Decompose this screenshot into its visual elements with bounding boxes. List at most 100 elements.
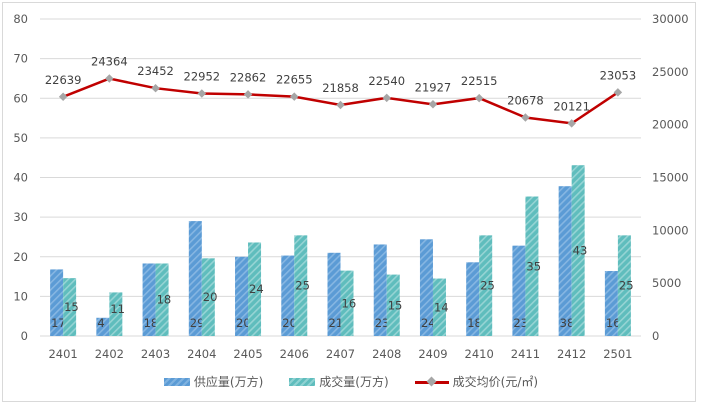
- x-tick: 2404: [187, 347, 216, 361]
- data-label-deal: 25: [480, 279, 495, 293]
- data-label-supply: 20: [282, 316, 297, 330]
- data-label-deal: 18: [157, 293, 172, 307]
- data-label-supply: 4: [97, 316, 104, 330]
- bar-supply: [235, 256, 249, 336]
- price-marker: [58, 92, 68, 102]
- legend-swatch-supply: [163, 377, 190, 386]
- bar-supply: [281, 255, 295, 336]
- price-label: 23452: [137, 64, 174, 78]
- bar-deal: [571, 165, 585, 336]
- price-marker: [151, 83, 160, 93]
- data-label-deal: 43: [573, 244, 588, 258]
- price-marker: [105, 74, 114, 83]
- price-label: 24364: [91, 55, 128, 69]
- bar-deal: [294, 235, 308, 336]
- data-label-deal: 25: [295, 279, 310, 293]
- bar-supply: [466, 262, 480, 336]
- data-label-deal: 24: [249, 282, 264, 296]
- y-right-tick: 15000: [652, 171, 689, 185]
- bar-deal: [617, 235, 631, 336]
- bar-deal: [63, 278, 77, 336]
- legend-supply: 供应量(万方): [163, 373, 264, 390]
- x-tick: 2501: [603, 347, 632, 361]
- y-left-tick: 10: [13, 289, 28, 303]
- y-left-tick: 30: [13, 210, 28, 224]
- data-label-supply: 17: [51, 316, 66, 330]
- data-label-supply: 16: [606, 316, 621, 330]
- bar-deal: [155, 263, 169, 336]
- legend-label-supply: 供应量(万方): [193, 375, 264, 389]
- data-label-supply: 24: [421, 316, 436, 330]
- bar-supply: [327, 252, 341, 336]
- data-label-supply: 18: [144, 316, 159, 330]
- data-label-supply: 23: [513, 316, 528, 330]
- legend-swatch-deal: [289, 377, 316, 386]
- data-label-deal: 16: [342, 296, 357, 310]
- x-tick: 2405: [233, 347, 262, 361]
- y-left-tick: 60: [13, 91, 28, 105]
- data-label-supply: 21: [329, 316, 344, 330]
- x-tick: 2401: [48, 347, 77, 361]
- y-right-tick: 10000: [652, 223, 689, 237]
- price-marker: [382, 93, 391, 103]
- price-label: 22515: [461, 74, 498, 88]
- price-label: 23053: [600, 68, 637, 82]
- bar-deal: [201, 258, 215, 336]
- y-left-tick: 80: [13, 12, 28, 26]
- data-label-deal: 15: [64, 300, 79, 314]
- x-tick: 2407: [326, 347, 355, 361]
- data-label-deal: 11: [110, 302, 125, 316]
- x-tick: 2406: [280, 347, 309, 361]
- x-tick: 2412: [557, 347, 586, 361]
- legend-label-price: 成交均价(元/㎡): [452, 375, 539, 389]
- legend-label-deal: 成交量(万方): [319, 375, 389, 389]
- bar-supply: [512, 245, 526, 336]
- bar-supply: [604, 271, 618, 336]
- price-marker: [428, 100, 438, 109]
- x-tick: 2409: [418, 347, 447, 361]
- bar-supply: [419, 239, 433, 336]
- price-label: 20121: [553, 99, 590, 113]
- bar-deal: [248, 242, 262, 336]
- bar-supply: [96, 317, 110, 336]
- bar-supply: [373, 244, 387, 336]
- bar-deal: [386, 274, 400, 336]
- x-tick: 2408: [372, 347, 401, 361]
- bar-supply: [142, 263, 156, 336]
- y-left-tick: 50: [13, 131, 28, 145]
- bar-deal: [432, 278, 446, 336]
- price-marker: [336, 100, 345, 110]
- x-tick: 2411: [511, 347, 540, 361]
- y-right-tick: 20000: [652, 118, 689, 132]
- price-label: 21927: [415, 80, 452, 94]
- price-marker: [521, 113, 530, 122]
- price-label: 22639: [45, 73, 82, 87]
- data-label-deal: 15: [388, 298, 403, 312]
- chart-frame: [2, 2, 696, 402]
- legend-swatch-price: [414, 377, 449, 387]
- data-label-supply: 29: [190, 316, 205, 330]
- data-label-supply: 20: [236, 316, 251, 330]
- price-label: 22952: [184, 69, 221, 83]
- y-left-tick: 70: [13, 52, 28, 66]
- data-label-deal: 20: [203, 290, 218, 304]
- bar-supply: [558, 186, 572, 336]
- bar-deal: [109, 292, 123, 336]
- bar-supply: [188, 221, 202, 336]
- price-label: 22655: [276, 73, 313, 87]
- bar-deal: [525, 196, 539, 336]
- price-label: 22862: [230, 70, 267, 84]
- data-label-deal: 35: [526, 259, 541, 273]
- price-label: 21858: [322, 81, 359, 95]
- price-label: 20678: [507, 94, 544, 108]
- y-right-tick: 30000: [652, 12, 689, 26]
- y-left-tick: 0: [21, 329, 28, 343]
- price-marker: [290, 92, 299, 101]
- price-marker: [197, 89, 207, 98]
- data-label-supply: 23: [375, 316, 390, 330]
- y-right-tick: 0: [652, 329, 659, 343]
- y-left-tick: 20: [13, 250, 28, 264]
- x-tick: 2403: [141, 347, 170, 361]
- x-tick: 2402: [95, 347, 124, 361]
